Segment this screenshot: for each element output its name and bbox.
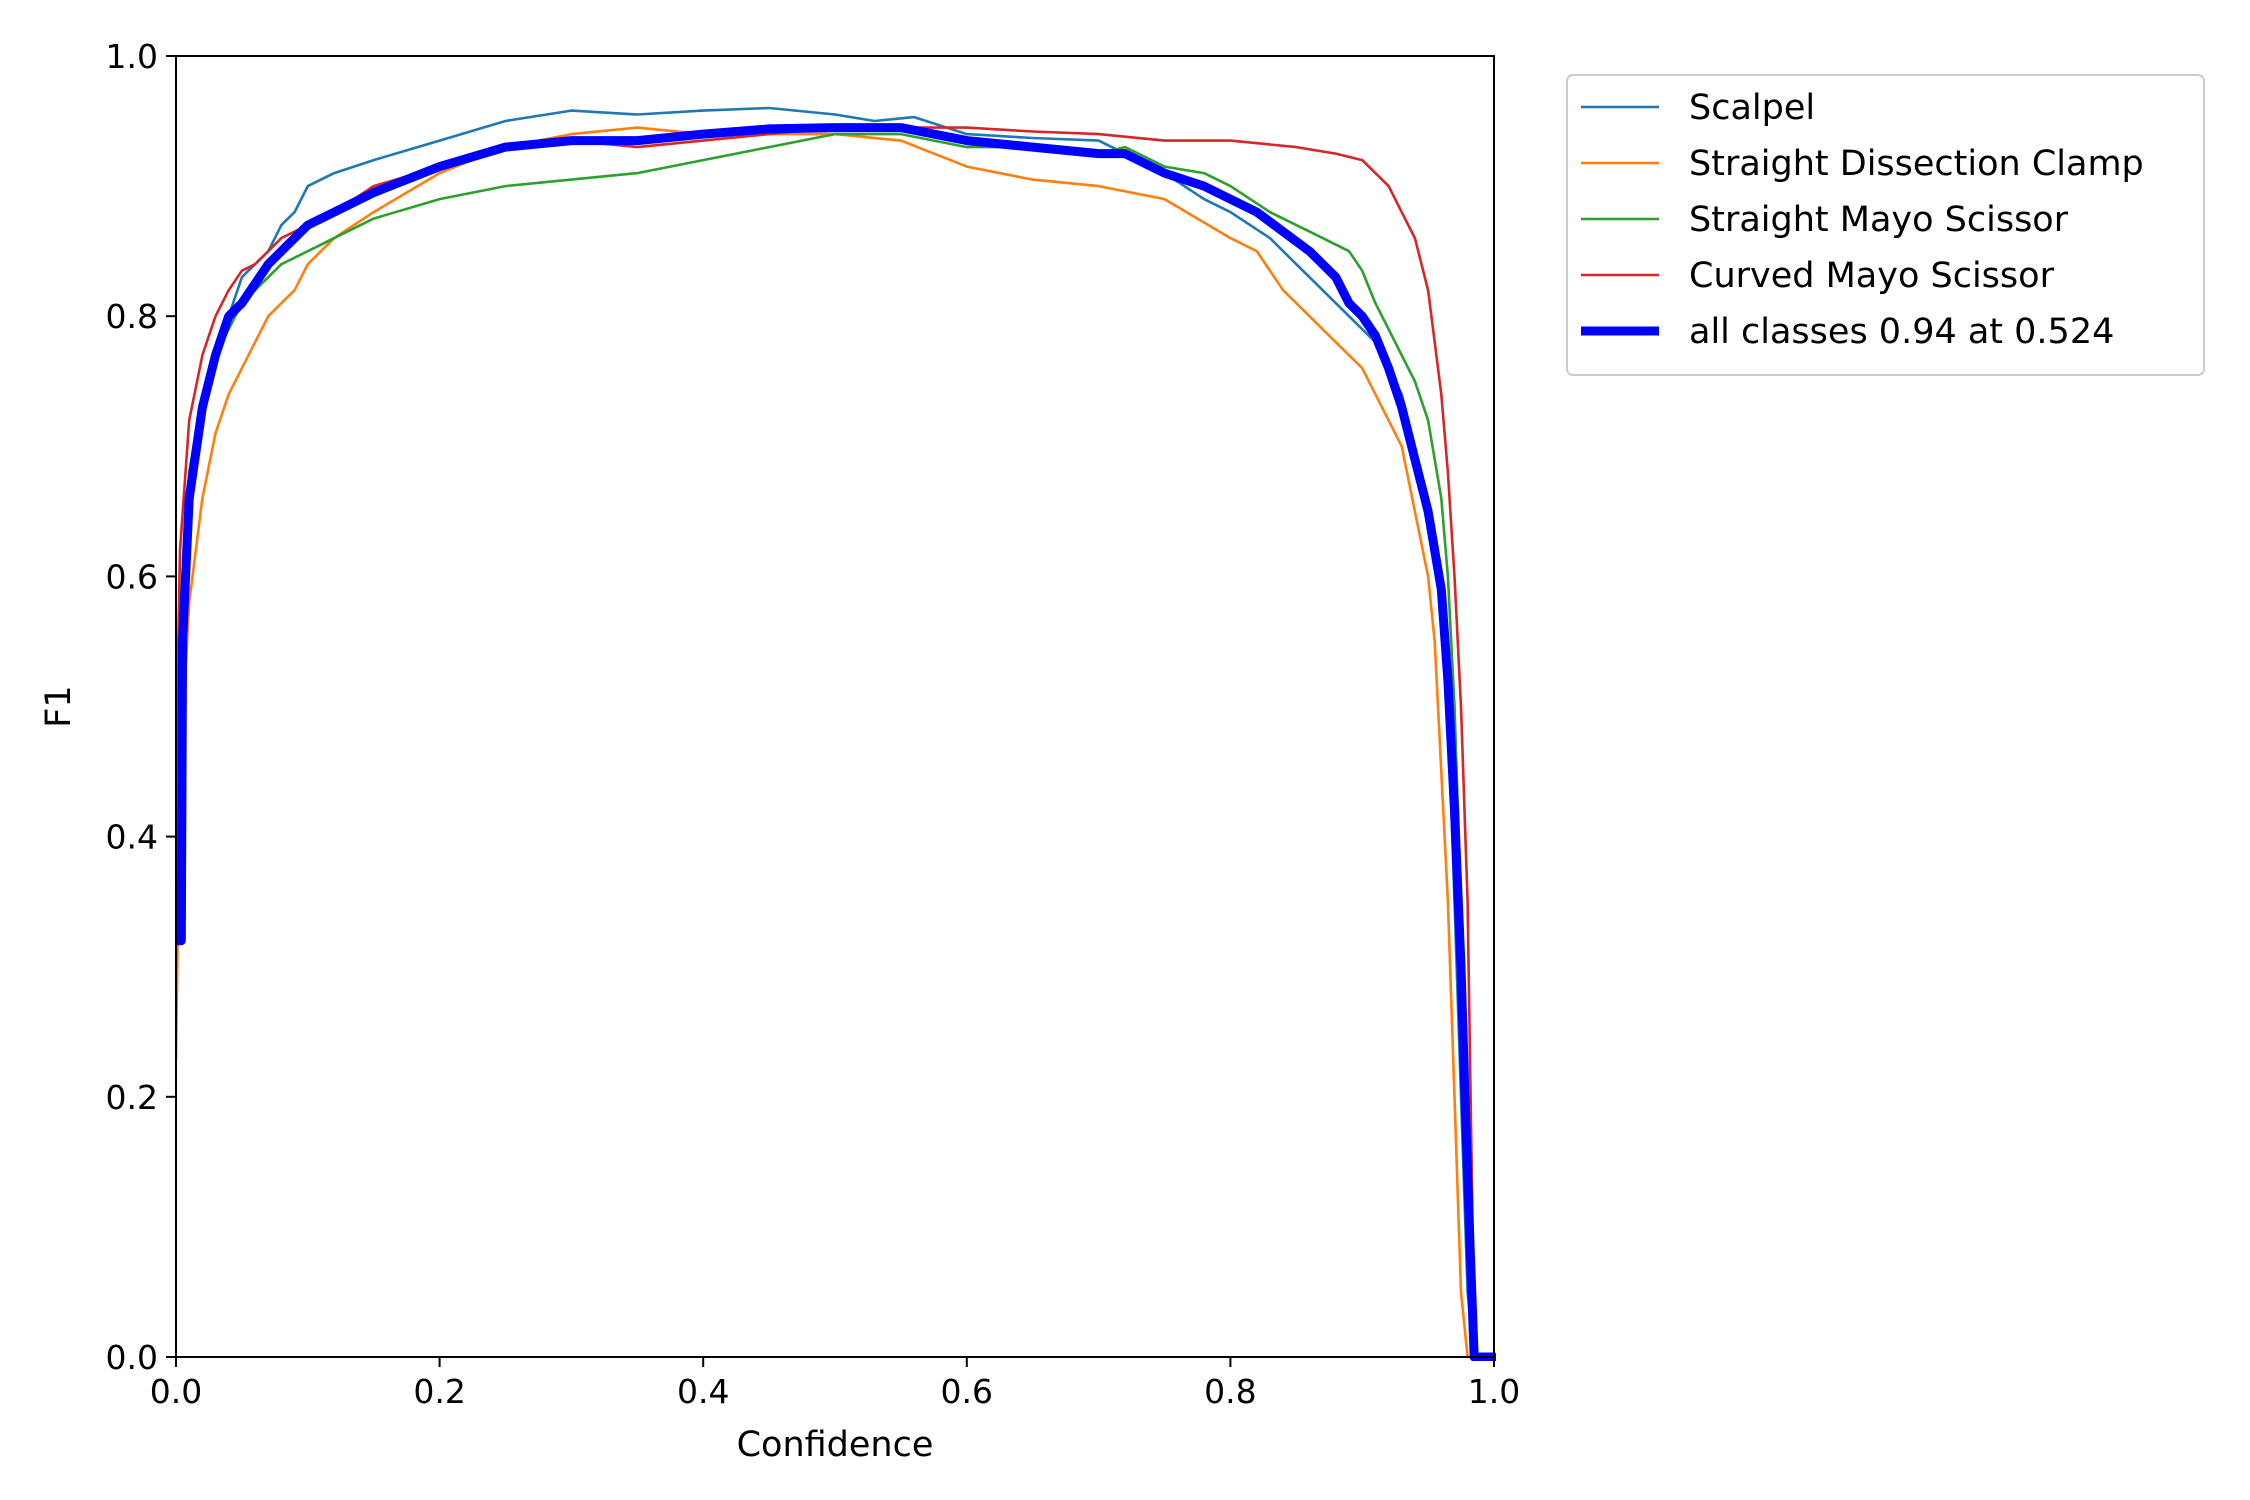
legend-label: Curved Mayo Scissor bbox=[1689, 256, 2055, 296]
y-axis: 0.0 0.2 0.4 0.6 0.8 1.0 bbox=[106, 37, 176, 1377]
plot-area bbox=[175, 55, 1496, 1361]
y-tick-label: 0.6 bbox=[106, 557, 158, 596]
legend-label: Scalpel bbox=[1689, 88, 1815, 128]
x-tick-label: 0.0 bbox=[150, 1372, 202, 1411]
legend-label: Straight Dissection Clamp bbox=[1689, 144, 2144, 184]
series-line-1 bbox=[176, 126, 1496, 1359]
y-axis-label: F1 bbox=[39, 685, 79, 727]
legend-item: Scalpel bbox=[1581, 88, 1815, 128]
series-line-4 bbox=[176, 123, 1496, 1361]
legend-label: all classes 0.94 at 0.524 bbox=[1689, 312, 2114, 352]
y-tick-label: 0.4 bbox=[106, 818, 158, 857]
x-tick-label: 1.0 bbox=[1468, 1372, 1520, 1411]
plot-background bbox=[176, 56, 1494, 1357]
legend-label: Straight Mayo Scissor bbox=[1689, 200, 2069, 240]
x-axis-label: Confidence bbox=[737, 1425, 934, 1465]
legend-box bbox=[1566, 74, 2205, 376]
legend-item: Straight Dissection Clamp bbox=[1581, 144, 2144, 184]
y-tick-label: 0.2 bbox=[106, 1078, 158, 1117]
series-line-3 bbox=[176, 126, 1496, 1359]
plot-frame bbox=[175, 55, 1495, 1358]
x-tick-label: 0.2 bbox=[413, 1372, 465, 1411]
y-tick-label: 0.8 bbox=[106, 297, 158, 336]
y-tick-label: 0.0 bbox=[106, 1338, 158, 1377]
legend-item: Straight Mayo Scissor bbox=[1581, 200, 2069, 240]
x-tick-label: 0.8 bbox=[1204, 1372, 1256, 1411]
x-tick-label: 0.4 bbox=[677, 1372, 729, 1411]
legend: Scalpel Straight Dissection Clamp Straight… bbox=[1566, 74, 2205, 376]
series-layer bbox=[176, 106, 1496, 1361]
x-tick-label: 0.6 bbox=[941, 1372, 993, 1411]
x-axis: 0.0 0.2 0.4 0.6 0.8 1.0 bbox=[150, 1357, 1520, 1411]
y-tick-label: 1.0 bbox=[106, 37, 158, 76]
legend-items: Scalpel Straight Dissection Clamp Straight… bbox=[1581, 88, 2144, 352]
legend-item: Curved Mayo Scissor bbox=[1581, 256, 2055, 296]
legend-item: all classes 0.94 at 0.524 bbox=[1581, 312, 2114, 352]
